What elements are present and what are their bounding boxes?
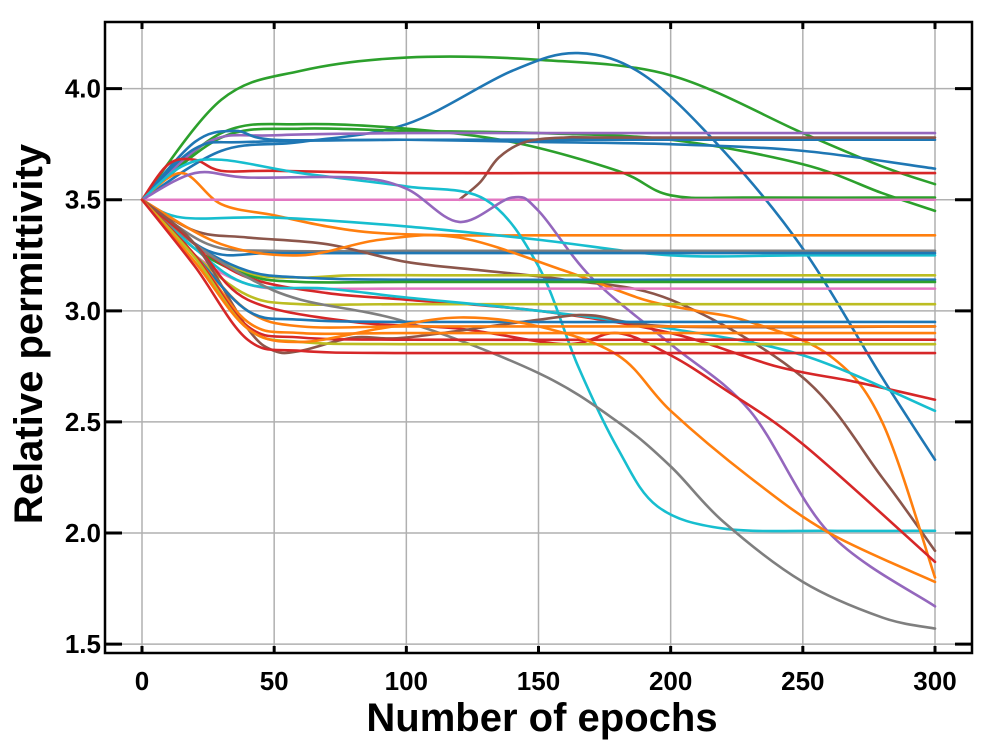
x-tick-label: 50 xyxy=(260,666,289,696)
y-tick-label: 1.5 xyxy=(65,629,101,659)
y-tick-labels: 1.5 2.0 2.5 3.0 3.5 4.0 xyxy=(65,74,101,659)
x-tick-label: 150 xyxy=(517,666,560,696)
y-tick-label: 3.5 xyxy=(65,185,101,215)
series-line-s26 xyxy=(140,198,937,630)
x-axis-title: Number of epochs xyxy=(366,696,717,740)
x-tick-label: 250 xyxy=(781,666,824,696)
series-line-s13 xyxy=(140,170,937,608)
y-tick-label: 3.0 xyxy=(65,296,101,326)
series-line-s07 xyxy=(140,129,937,202)
series-line-s32 xyxy=(140,198,937,342)
series-line-s15 xyxy=(140,198,937,253)
series-line-s16 xyxy=(140,198,937,257)
series-lines xyxy=(140,51,937,630)
grid-lines xyxy=(105,22,972,653)
series-line-s08 xyxy=(457,135,937,202)
series-line-s02 xyxy=(140,51,937,461)
series-line-s05 xyxy=(140,131,937,202)
y-axis-title: Relative permittivity xyxy=(7,143,51,524)
x-tick-label: 100 xyxy=(385,666,428,696)
series-line-s18 xyxy=(140,198,937,579)
y-tick-label: 2.5 xyxy=(65,407,101,437)
axis-ticks xyxy=(105,22,972,653)
x-tick-label: 200 xyxy=(649,666,692,696)
x-tick-label: 0 xyxy=(135,666,149,696)
series-line-s35 xyxy=(140,198,937,355)
x-tick-label: 300 xyxy=(913,666,956,696)
series-line-s25 xyxy=(140,198,937,413)
series-line-s14 xyxy=(140,198,937,258)
series-line-s34 xyxy=(140,198,937,584)
series-line-s24 xyxy=(140,198,937,307)
y-tick-label: 2.0 xyxy=(65,518,101,548)
y-tick-label: 4.0 xyxy=(65,74,101,104)
series-line-s33 xyxy=(140,198,937,346)
series-line-s09 xyxy=(140,157,937,202)
x-tick-labels: 0 50 100 150 200 250 300 xyxy=(135,666,957,696)
